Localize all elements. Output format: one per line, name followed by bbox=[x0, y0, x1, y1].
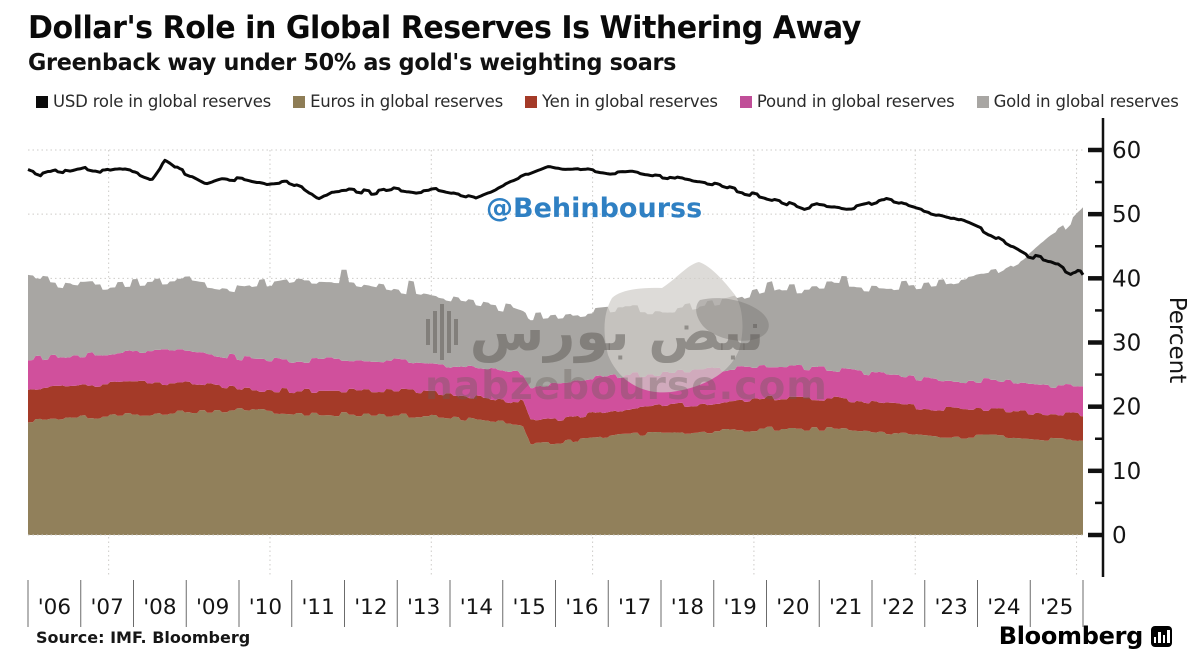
x-tick-label: '08 bbox=[143, 595, 176, 620]
legend-label-usd: USD role in global reserves bbox=[53, 92, 272, 111]
bloomberg-brand: Bloomberg bbox=[999, 622, 1172, 650]
x-tick-label: '23 bbox=[934, 595, 967, 620]
watermark-persian-text: نبض بورس bbox=[469, 300, 765, 363]
watermark-handle: @Behinbourss bbox=[486, 193, 703, 224]
x-tick-label: '06 bbox=[38, 595, 71, 620]
area-yen bbox=[28, 380, 1083, 445]
watermark-persian-logo: نبض بورس bbox=[420, 300, 770, 363]
legend-label-euro: Euros in global reserves bbox=[310, 92, 503, 111]
y-tick-label: 40 bbox=[1112, 266, 1141, 292]
area-euro bbox=[28, 408, 1083, 535]
euro-swatch-icon bbox=[293, 95, 306, 108]
usd-line bbox=[27, 158, 1085, 276]
candlestick-bars-icon bbox=[425, 303, 458, 360]
x-tick-label: '16 bbox=[565, 595, 598, 620]
chart-legend: USD role in global reserves Euros in glo… bbox=[36, 92, 1179, 111]
y-tick-label: 30 bbox=[1112, 330, 1141, 356]
bull-watermark-icon bbox=[604, 262, 743, 393]
legend-label-gold: Gold in global reserves bbox=[993, 92, 1179, 111]
legend-item-euro: Euros in global reserves bbox=[293, 92, 503, 111]
x-tick-label: '24 bbox=[987, 595, 1020, 620]
page-subtitle: Greenback way under 50% as gold's weight… bbox=[28, 50, 677, 76]
y-tick-label: 50 bbox=[1112, 202, 1141, 228]
legend-label-pound: Pound in global reserves bbox=[756, 92, 955, 111]
area-gold bbox=[28, 207, 1083, 389]
watermark-domain: nabzebourse.com bbox=[425, 364, 828, 409]
x-tick-label: '10 bbox=[249, 595, 282, 620]
x-tick-label: '15 bbox=[512, 595, 545, 620]
area-pound bbox=[28, 349, 1083, 421]
y-tick-label: 20 bbox=[1112, 395, 1141, 421]
y-axis-title: Percent bbox=[1164, 297, 1190, 384]
legend-item-yen: Yen in global reserves bbox=[525, 92, 718, 111]
bloomberg-terminal-icon bbox=[1151, 625, 1172, 647]
legend-item-pound: Pound in global reserves bbox=[739, 92, 955, 111]
x-tick-label: '22 bbox=[882, 595, 915, 620]
x-tick-label: '13 bbox=[407, 595, 440, 620]
legend-item-gold: Gold in global reserves bbox=[976, 92, 1179, 111]
x-tick-label: '07 bbox=[90, 595, 123, 620]
legend-item-usd: USD role in global reserves bbox=[36, 92, 271, 111]
y-tick-label: 10 bbox=[1112, 459, 1141, 485]
x-tick-label: '25 bbox=[1040, 595, 1073, 620]
source-note: Source: IMF. Bloomberg bbox=[36, 628, 251, 647]
page-title: Dollar's Role in Global Reserves Is With… bbox=[28, 10, 861, 46]
y-tick-label: 0 bbox=[1112, 523, 1127, 549]
bloomberg-wordmark: Bloomberg bbox=[998, 622, 1144, 650]
x-tick-label: '20 bbox=[776, 595, 809, 620]
x-tick-label: '21 bbox=[829, 595, 862, 620]
x-tick-label: '19 bbox=[723, 595, 756, 620]
bull-head-watermark-icon bbox=[696, 298, 769, 341]
x-tick-label: '12 bbox=[354, 595, 387, 620]
y-tick-label: 60 bbox=[1112, 138, 1141, 164]
gold-swatch-icon bbox=[976, 95, 989, 108]
x-tick-label: '09 bbox=[196, 595, 229, 620]
usd-swatch-icon bbox=[36, 95, 48, 108]
pound-swatch-icon bbox=[739, 95, 752, 108]
x-tick-label: '17 bbox=[618, 595, 651, 620]
yen-swatch-icon bbox=[525, 95, 537, 108]
x-tick-label: '14 bbox=[460, 595, 493, 620]
x-tick-label: '11 bbox=[301, 595, 334, 620]
x-tick-label: '18 bbox=[671, 595, 704, 620]
legend-label-yen: Yen in global reserves bbox=[542, 92, 718, 111]
